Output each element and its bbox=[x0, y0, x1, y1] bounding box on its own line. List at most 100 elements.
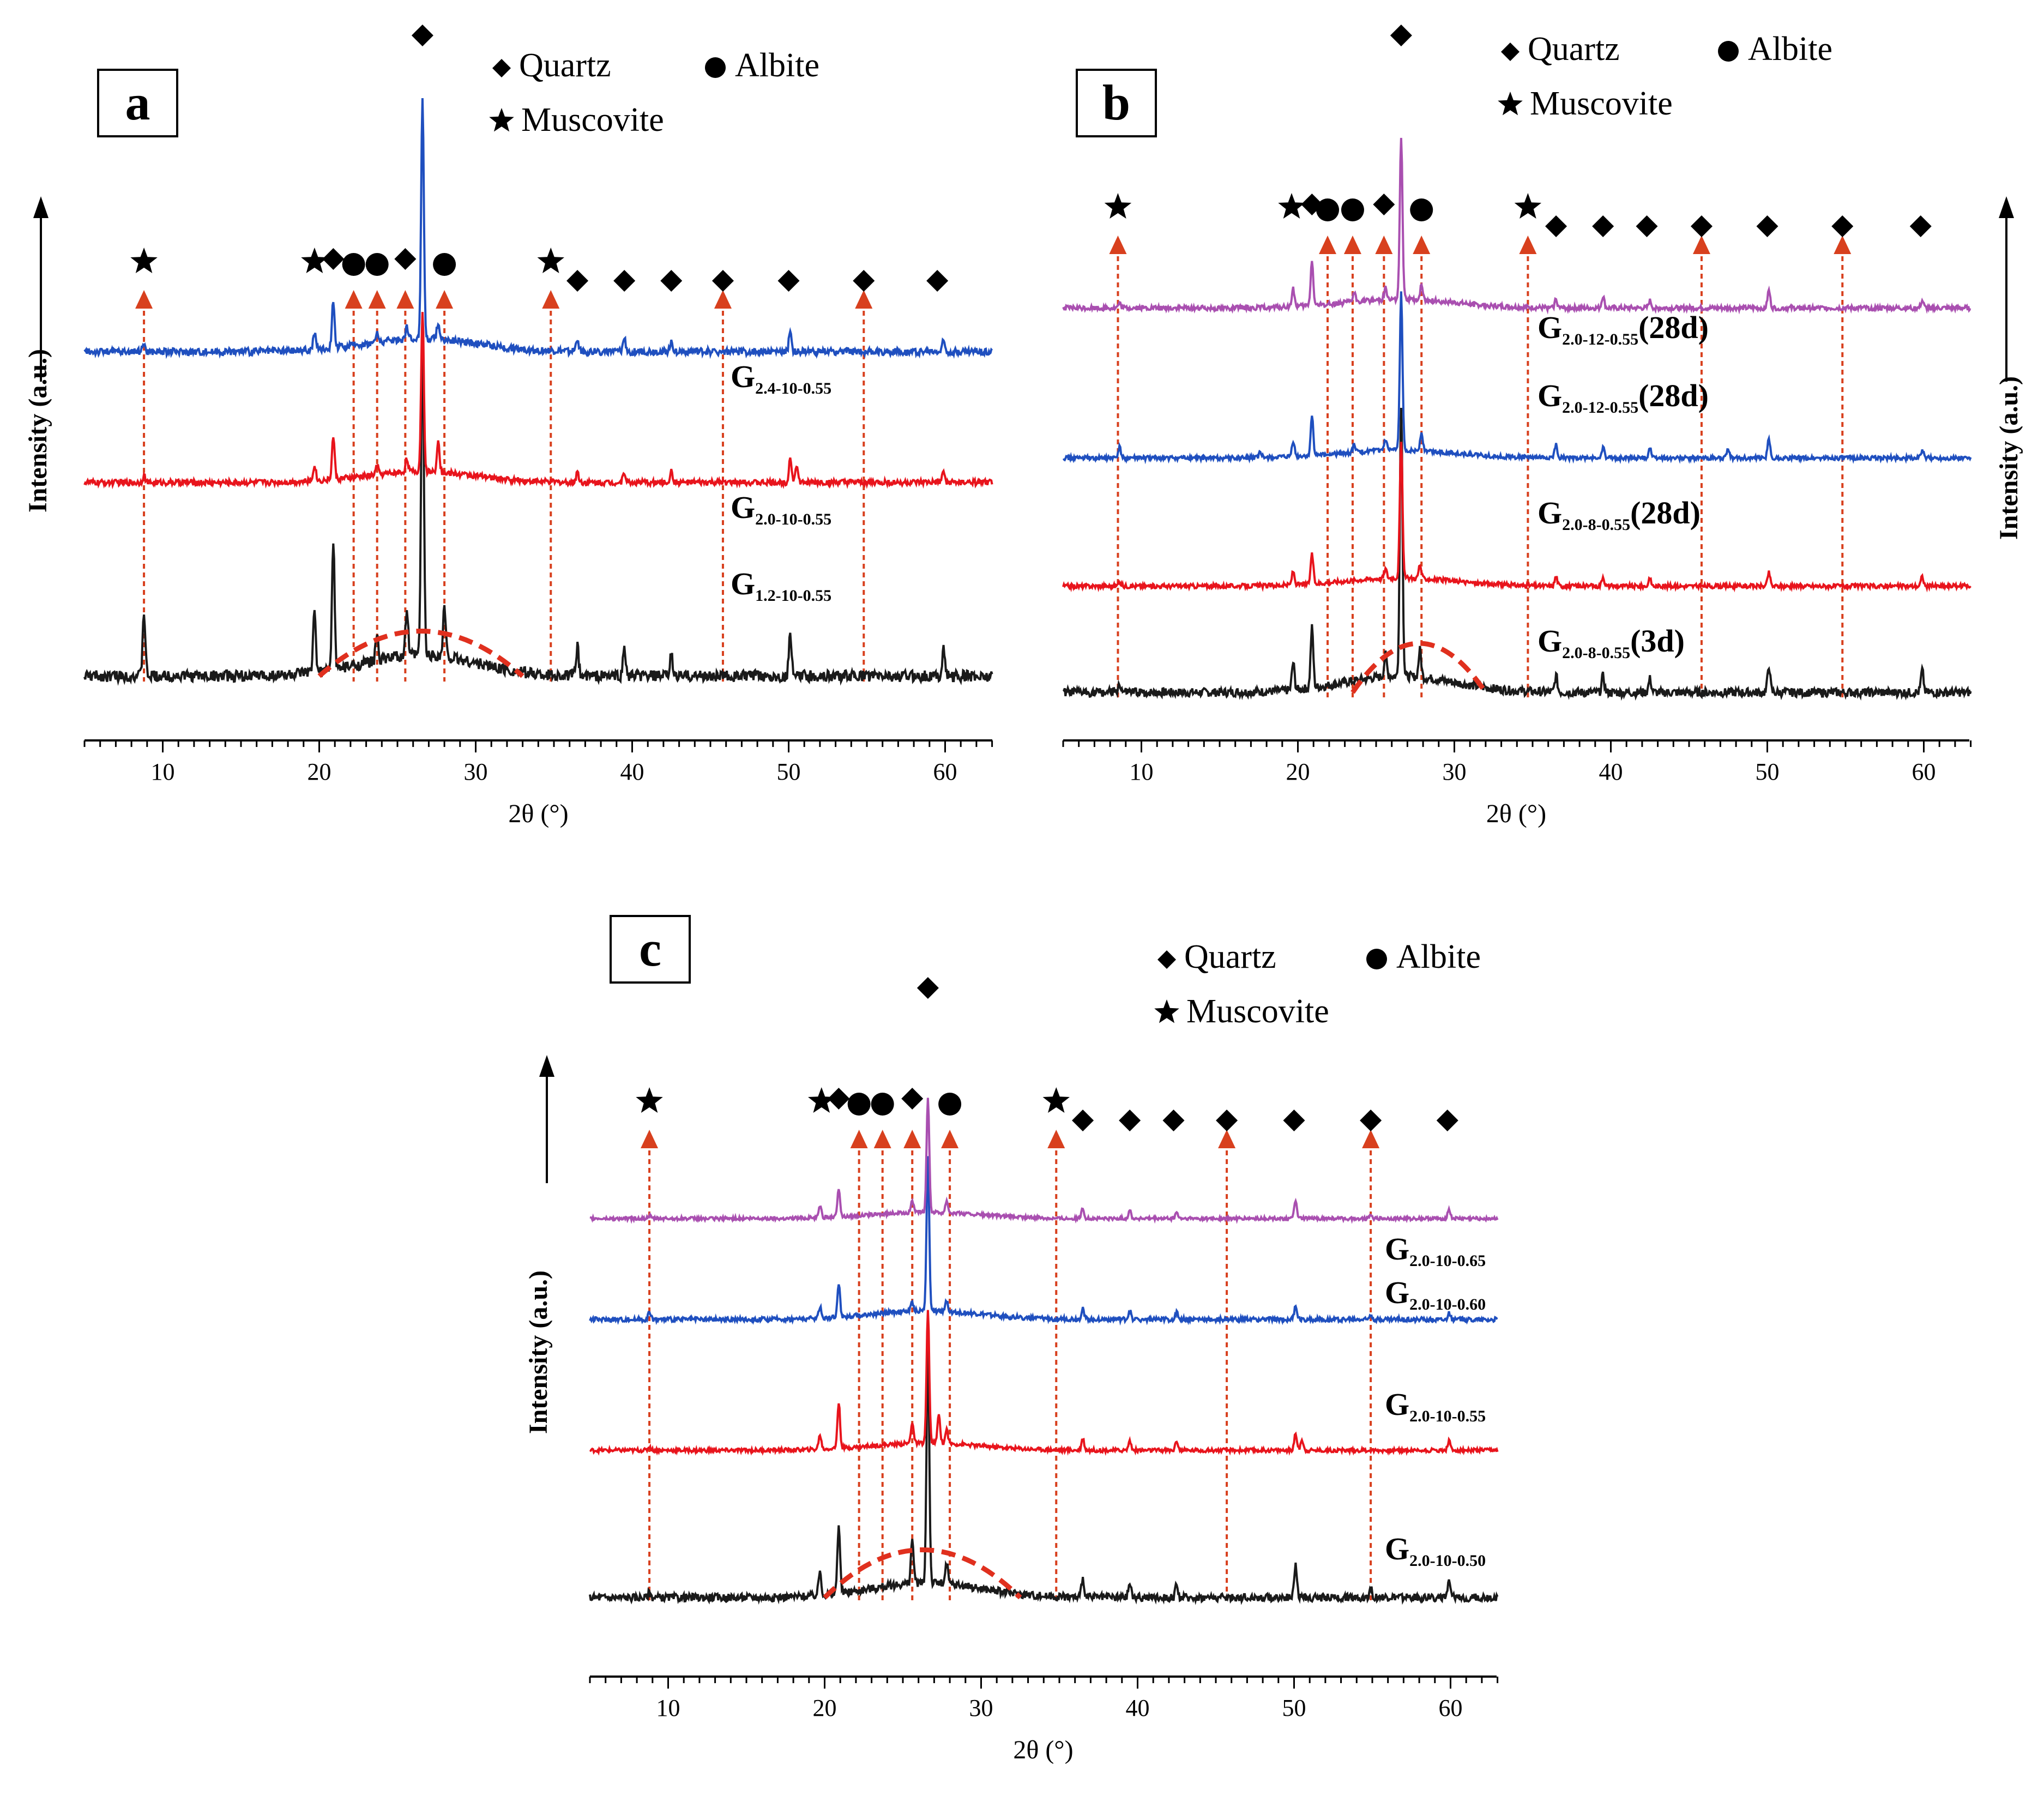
albite-marker bbox=[1341, 198, 1364, 221]
series-line-red bbox=[83, 312, 993, 490]
legend-muscovite: Muscovite bbox=[1498, 85, 1673, 122]
x-axis-title: 2θ (°) bbox=[1486, 799, 1546, 828]
muscovite-marker bbox=[1104, 193, 1132, 219]
quartz-marker bbox=[828, 1088, 850, 1110]
circle-icon bbox=[1718, 41, 1739, 62]
series-label: G2.0-10-0.50 bbox=[1385, 1531, 1486, 1570]
series-label: G2.4-10-0.55 bbox=[731, 359, 831, 397]
x-tick-label: 50 bbox=[777, 758, 801, 785]
y-axis-title: Intensity (a.u.) bbox=[23, 349, 52, 513]
series-label-main: G bbox=[1385, 1531, 1409, 1566]
muscovite-marker bbox=[1042, 1087, 1070, 1113]
quartz-marker bbox=[1636, 215, 1658, 237]
peak-arrow bbox=[641, 1130, 659, 1148]
diamond-icon bbox=[1501, 43, 1520, 61]
quartz-marker bbox=[566, 270, 589, 292]
x-tick-label: 10 bbox=[151, 758, 175, 785]
series-label-main: G bbox=[731, 566, 755, 601]
legend-albite-label: Albite bbox=[1748, 31, 1832, 68]
quartz-marker bbox=[660, 270, 683, 292]
series-line-black bbox=[1062, 407, 1972, 701]
muscovite-marker bbox=[636, 1087, 663, 1113]
star-icon bbox=[1154, 999, 1179, 1023]
legend-quartz-label: Quartz bbox=[1184, 938, 1276, 975]
y-axis-title: Intensity (a.u.) bbox=[524, 1270, 553, 1434]
series-label-main: G bbox=[731, 490, 755, 525]
series-label-sub: 2.0-10-0.65 bbox=[1409, 1252, 1486, 1270]
legend-albite: Albite bbox=[1718, 31, 1832, 68]
peak-arrow bbox=[135, 290, 153, 309]
series-label-sub: 2.4-10-0.55 bbox=[755, 379, 831, 397]
x-tick-label: 30 bbox=[1443, 758, 1467, 785]
albite-marker bbox=[847, 1093, 871, 1116]
x-tick-label: 60 bbox=[1439, 1695, 1463, 1721]
x-tick-label: 30 bbox=[969, 1695, 993, 1721]
albite-marker bbox=[1316, 198, 1340, 221]
series-label-sub: 2.0-12-0.55 bbox=[1562, 399, 1638, 417]
series-label-sub: 2.0-10-0.55 bbox=[755, 510, 831, 528]
albite-marker bbox=[871, 1093, 894, 1116]
quartz-marker bbox=[926, 270, 949, 292]
quartz-marker bbox=[1436, 1110, 1458, 1131]
quartz-marker bbox=[322, 248, 345, 270]
legend-quartz-label: Quartz bbox=[1528, 31, 1620, 68]
peak-arrow bbox=[1375, 236, 1393, 254]
quartz-marker bbox=[917, 977, 939, 999]
quartz-marker bbox=[1373, 194, 1395, 215]
peak-arrow bbox=[714, 290, 732, 309]
diamond-icon bbox=[492, 59, 511, 77]
albite-marker bbox=[1410, 198, 1433, 221]
legend-muscovite: Muscovite bbox=[1154, 993, 1329, 1030]
legend-quartz: Quartz bbox=[1157, 938, 1276, 975]
quartz-marker bbox=[1360, 1110, 1382, 1131]
panel-b: b Quartz Albite Muscovite 10 20 30 40 50 60 2θ (°)… bbox=[1062, 25, 2023, 828]
x-tick-label: 40 bbox=[1599, 758, 1623, 785]
peak-arrow bbox=[941, 1130, 959, 1148]
peak-arrow bbox=[1519, 236, 1537, 254]
x-tick-label: 10 bbox=[1130, 758, 1154, 785]
peak-arrow bbox=[903, 1130, 921, 1148]
peak-arrow bbox=[345, 290, 363, 309]
panel-letter: b bbox=[1102, 75, 1130, 130]
x-tick-label: 10 bbox=[656, 1695, 680, 1721]
legend-quartz: Quartz bbox=[492, 47, 611, 84]
series-label: G2.0-10-0.55 bbox=[1385, 1387, 1486, 1425]
peak-arrow bbox=[1218, 1130, 1236, 1148]
quartz-marker bbox=[1072, 1110, 1094, 1131]
quartz-marker bbox=[1545, 215, 1567, 237]
quartz-marker bbox=[901, 1088, 924, 1110]
x-axis: 10 20 30 40 50 60 2θ (°) bbox=[83, 739, 993, 828]
legend-quartz-label: Quartz bbox=[519, 47, 611, 84]
quartz-marker bbox=[712, 270, 734, 292]
circle-icon bbox=[705, 57, 726, 78]
peak-arrow bbox=[850, 1130, 868, 1148]
quartz-marker bbox=[394, 248, 417, 270]
series-line-purple bbox=[589, 1098, 1499, 1225]
x-tick-label: 40 bbox=[1126, 1695, 1150, 1721]
y-axis-title: Intensity (a.u.) bbox=[1994, 376, 2023, 540]
star-icon bbox=[489, 108, 514, 132]
y-axis-arrowhead bbox=[539, 1055, 554, 1077]
peak-arrow bbox=[542, 290, 560, 309]
series-label-suffix: (28d) bbox=[1638, 310, 1709, 345]
peak-arrow bbox=[873, 1130, 891, 1148]
series-line-purple bbox=[1062, 137, 1971, 315]
peak-arrow bbox=[1692, 236, 1710, 254]
muscovite-marker bbox=[1514, 193, 1542, 219]
legend-albite: Albite bbox=[1366, 938, 1481, 975]
quartz-marker bbox=[1216, 1110, 1238, 1131]
amorphous-hump bbox=[1350, 641, 1488, 694]
peak-arrow bbox=[1413, 236, 1431, 254]
series-label: G2.0-10-0.65 bbox=[1385, 1231, 1486, 1270]
series-label: G2.0-10-0.55 bbox=[731, 490, 831, 528]
quartz-marker bbox=[1756, 215, 1778, 237]
peak-arrow bbox=[1319, 236, 1337, 254]
muscovite-marker bbox=[808, 1087, 835, 1113]
quartz-marker bbox=[1119, 1110, 1141, 1131]
albite-marker bbox=[938, 1093, 962, 1116]
albite-marker bbox=[433, 253, 456, 276]
panel-label-box bbox=[97, 69, 178, 137]
quartz-marker bbox=[1162, 1110, 1185, 1131]
panel-label-box bbox=[1076, 69, 1157, 137]
